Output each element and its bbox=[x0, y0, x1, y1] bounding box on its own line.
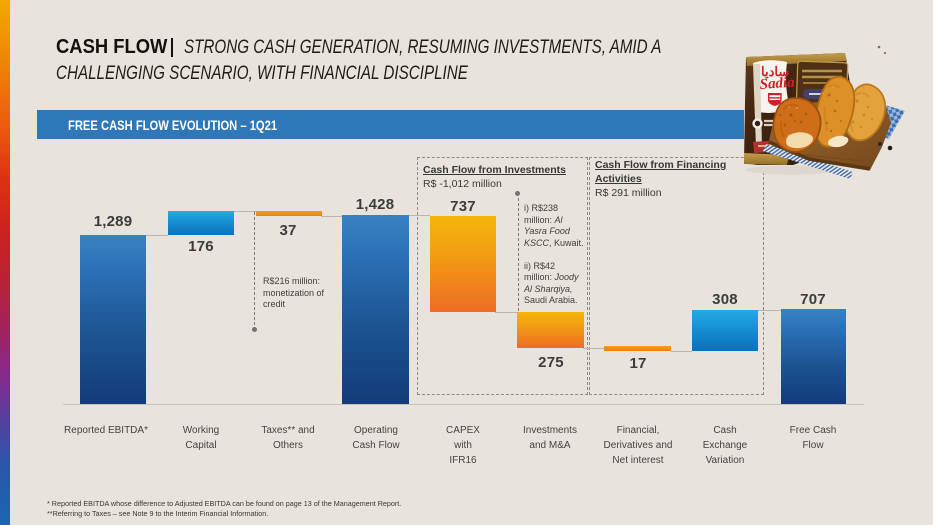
svg-text:Sadia: Sadia bbox=[759, 75, 796, 93]
svg-text:ساديا: ساديا bbox=[761, 64, 789, 79]
